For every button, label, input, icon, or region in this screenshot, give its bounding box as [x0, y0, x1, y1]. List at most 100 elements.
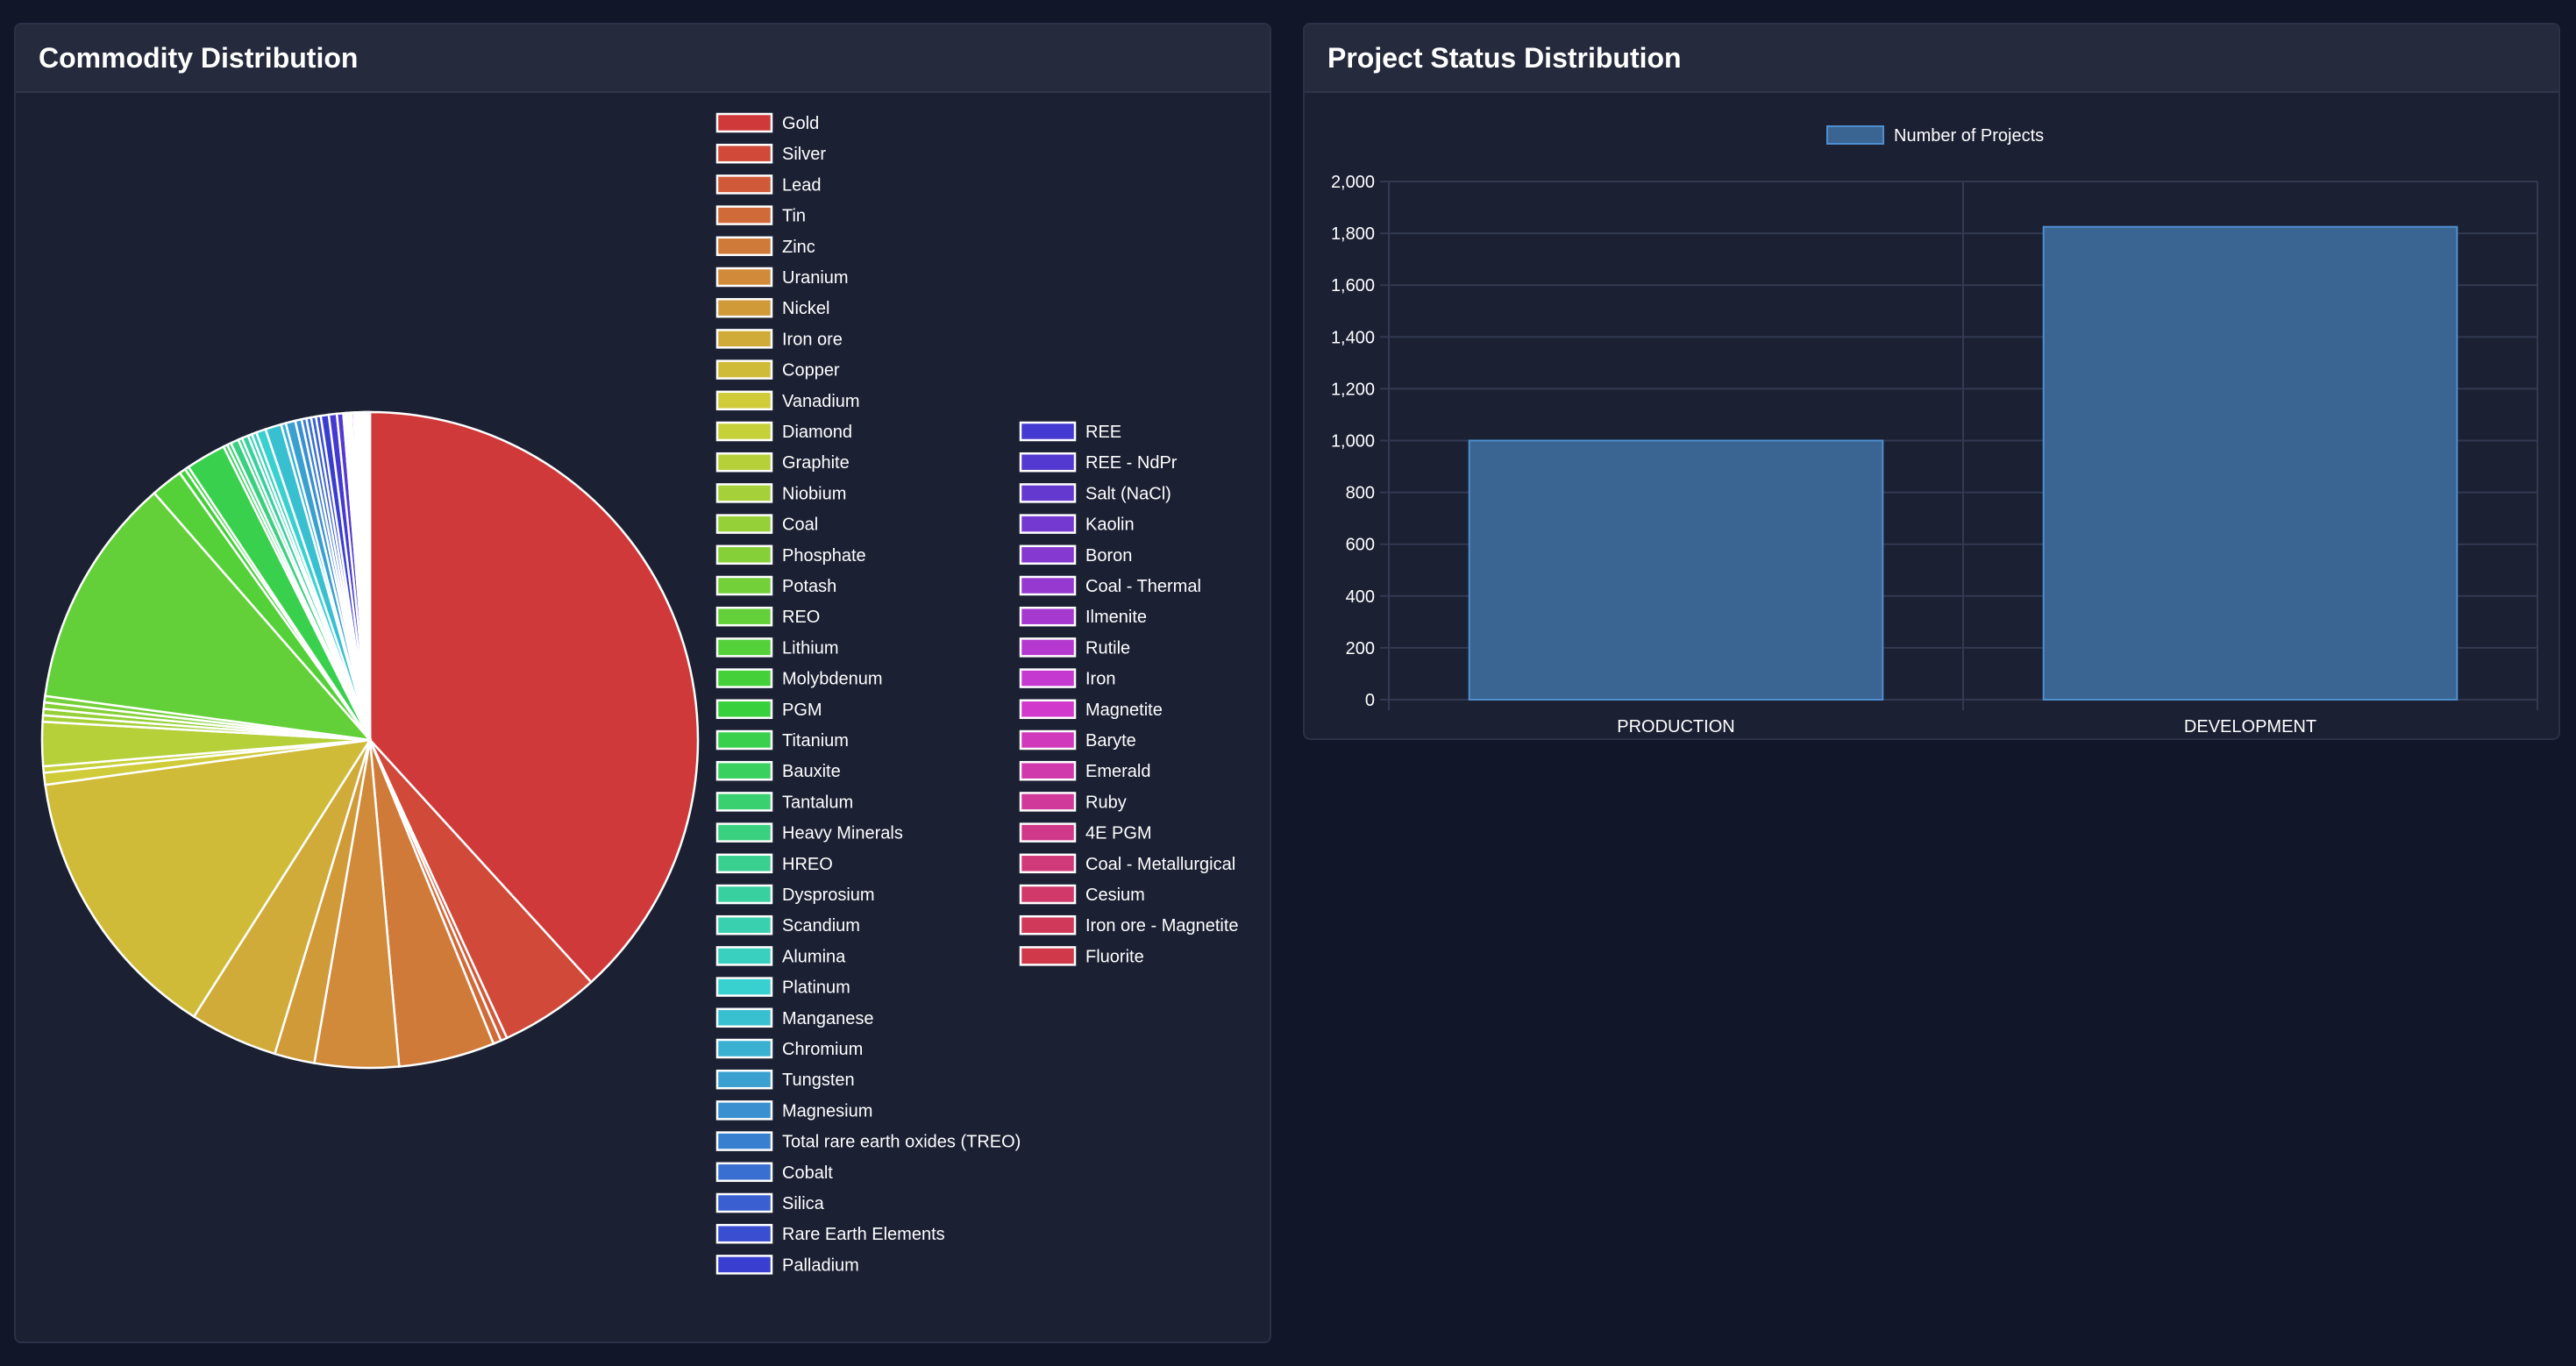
legend-item-tantalum[interactable]: Tantalum	[715, 792, 853, 812]
legend-item-bauxite[interactable]: Bauxite	[715, 760, 841, 781]
legend-item-iron[interactable]: Iron	[1019, 668, 1115, 689]
legend-item-cobalt[interactable]: Cobalt	[715, 1162, 833, 1183]
legend-item-ree-ndpr[interactable]: REE - NdPr	[1019, 452, 1178, 473]
legend-item-rutile[interactable]: Rutile	[1019, 637, 1130, 658]
legend-item-kaolin[interactable]: Kaolin	[1019, 514, 1135, 535]
x-tick-label: PRODUCTION	[1617, 717, 1734, 736]
legend-item-palladium[interactable]: Palladium	[715, 1255, 859, 1275]
legend-swatch	[715, 329, 773, 349]
legend-label: Tungsten	[782, 1071, 855, 1090]
legend-swatch	[1826, 125, 1884, 145]
pie-slice-gold[interactable]	[368, 410, 700, 984]
y-tick-label: 200	[1346, 639, 1375, 658]
legend-item-heavy-minerals[interactable]: Heavy Minerals	[715, 822, 903, 843]
legend-label: REO	[782, 608, 820, 627]
legend-label: Platinum	[782, 978, 850, 998]
legend-item-dysprosium[interactable]: Dysprosium	[715, 884, 875, 905]
legend-swatch	[715, 822, 773, 843]
legend-item-lithium[interactable]: Lithium	[715, 637, 838, 658]
legend-item-vanadium[interactable]: Vanadium	[715, 390, 860, 411]
legend-swatch	[715, 143, 773, 164]
legend-label: Cesium	[1085, 886, 1145, 905]
legend-item-iron-ore[interactable]: Iron ore	[715, 329, 843, 349]
legend-label: REE	[1085, 423, 1121, 442]
legend-label: Cobalt	[782, 1163, 833, 1183]
legend-label: Tantalum	[782, 793, 853, 812]
legend-item-magnetite[interactable]: Magnetite	[1019, 699, 1163, 720]
legend-item-silver[interactable]: Silver	[715, 143, 826, 164]
legend-label: Rutile	[1085, 638, 1130, 658]
legend-item-potash[interactable]: Potash	[715, 575, 836, 596]
legend-label: REE - NdPr	[1085, 453, 1178, 473]
legend-swatch	[1019, 483, 1077, 503]
legend-swatch	[715, 544, 773, 566]
bar-legend-item[interactable]: Number of Projects	[1826, 125, 2044, 146]
legend-item-iron-ore-magnetite[interactable]: Iron ore - Magnetite	[1019, 914, 1239, 936]
legend-swatch	[715, 606, 773, 627]
legend-swatch	[715, 1162, 773, 1183]
legend-item-molybdenum[interactable]: Molybdenum	[715, 668, 883, 689]
bar-development[interactable]	[2042, 225, 2459, 701]
legend-item-zinc[interactable]: Zinc	[715, 236, 815, 257]
legend-item-rare-earth-elements[interactable]: Rare Earth Elements	[715, 1223, 945, 1244]
legend-item-4e-pgm[interactable]: 4E PGM	[1019, 822, 1152, 843]
legend-item-reo[interactable]: REO	[715, 606, 820, 627]
pie-slice-copper[interactable]	[44, 738, 373, 1019]
legend-item-diamond[interactable]: Diamond	[715, 421, 852, 442]
legend-item-magnesium[interactable]: Magnesium	[715, 1100, 872, 1121]
legend-item-baryte[interactable]: Baryte	[1019, 729, 1136, 751]
pie-slice-fluorite[interactable]	[366, 410, 372, 741]
legend-swatch	[1019, 729, 1077, 751]
legend-item-total-rare-earth-oxides-treo[interactable]: Total rare earth oxides (TREO)	[715, 1131, 1021, 1152]
legend-item-tin[interactable]: Tin	[715, 205, 806, 226]
legend-swatch	[715, 421, 773, 442]
legend-item-tungsten[interactable]: Tungsten	[715, 1069, 855, 1090]
legend-item-pgm[interactable]: PGM	[715, 699, 822, 720]
project-status-bar-chart: 0 200 400 600 800 1,000 1,200 1,400 1,600 1,800 2,…	[1331, 125, 2538, 736]
legend-item-copper[interactable]: Copper	[715, 359, 840, 381]
pie-slice-reo[interactable]	[43, 491, 374, 742]
legend-item-ruby[interactable]: Ruby	[1019, 792, 1127, 812]
legend-item-hreo[interactable]: HREO	[715, 853, 833, 874]
legend-item-manganese[interactable]: Manganese	[715, 1007, 874, 1028]
legend-item-ilmenite[interactable]: Ilmenite	[1019, 606, 1147, 627]
legend-item-scandium[interactable]: Scandium	[715, 914, 860, 936]
legend-label: Gold	[782, 114, 819, 133]
legend-item-phosphate[interactable]: Phosphate	[715, 544, 866, 566]
legend-label: Salt (NaCl)	[1085, 484, 1171, 503]
legend-item-gold[interactable]: Gold	[715, 112, 819, 133]
legend-swatch	[1019, 760, 1077, 781]
legend-swatch	[1019, 637, 1077, 658]
legend-item-platinum[interactable]: Platinum	[715, 977, 850, 998]
legend-item-ree[interactable]: REE	[1019, 421, 1121, 442]
legend-swatch	[715, 760, 773, 781]
legend-item-chromium[interactable]: Chromium	[715, 1038, 863, 1059]
y-tick-label: 600	[1346, 536, 1375, 555]
legend-swatch	[715, 884, 773, 905]
legend-label: PGM	[782, 701, 822, 720]
legend-item-silica[interactable]: Silica	[715, 1192, 825, 1213]
legend-item-coal-thermal[interactable]: Coal - Thermal	[1019, 575, 1201, 596]
legend-item-nickel[interactable]: Nickel	[715, 297, 829, 318]
legend-swatch	[715, 946, 773, 966]
legend-item-alumina[interactable]: Alumina	[715, 946, 846, 966]
legend-item-graphite[interactable]: Graphite	[715, 452, 850, 473]
legend-item-boron[interactable]: Boron	[1019, 544, 1132, 566]
legend-item-coal-metallurgical[interactable]: Coal - Metallurgical	[1019, 853, 1235, 874]
legend-item-coal[interactable]: Coal	[715, 514, 818, 535]
legend-label: Baryte	[1085, 731, 1136, 751]
y-tick-label: 800	[1346, 484, 1375, 503]
commodity-distribution-panel: Commodity Distribution Gold Silver Lead Tin…	[14, 23, 1271, 1343]
legend-swatch	[715, 1038, 773, 1059]
legend-item-emerald[interactable]: Emerald	[1019, 760, 1150, 781]
y-tick-label: 2,000	[1331, 173, 1375, 192]
legend-item-fluorite[interactable]: Fluorite	[1019, 946, 1144, 966]
legend-item-lead[interactable]: Lead	[715, 174, 822, 195]
legend-item-uranium[interactable]: Uranium	[715, 267, 849, 288]
legend-item-cesium[interactable]: Cesium	[1019, 884, 1145, 905]
legend-item-niobium[interactable]: Niobium	[715, 483, 846, 503]
legend-item-titanium[interactable]: Titanium	[715, 729, 849, 751]
legend-item-salt-nacl[interactable]: Salt (NaCl)	[1019, 483, 1171, 503]
bar-production[interactable]	[1468, 439, 1884, 701]
legend-label: Ilmenite	[1085, 608, 1147, 627]
